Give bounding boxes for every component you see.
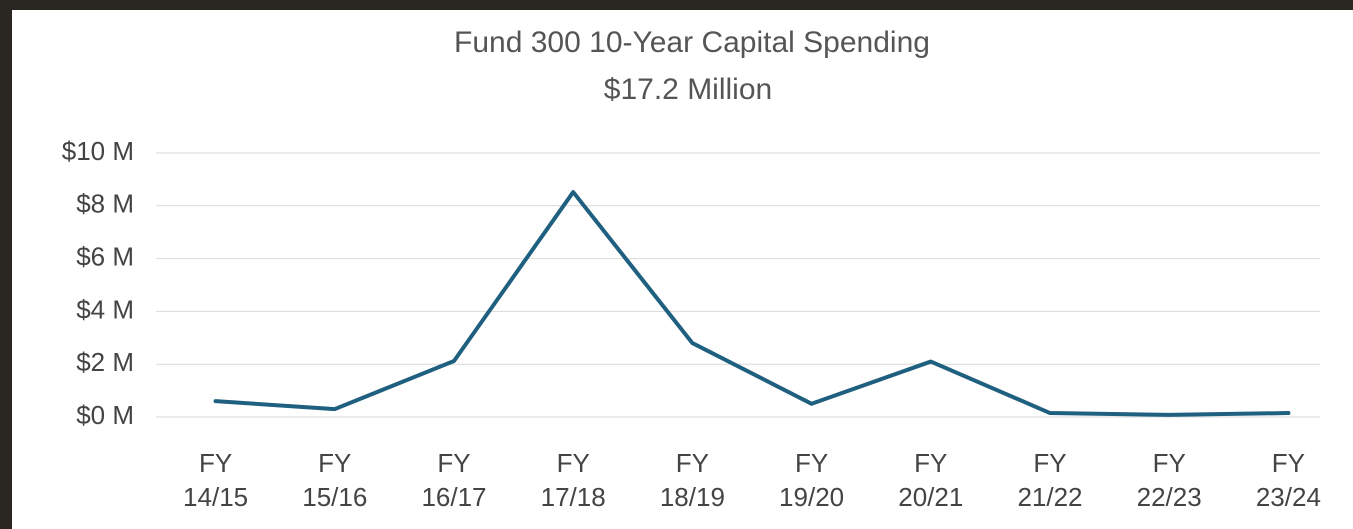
chart-card: Fund 300 10-Year Capital Spending $17.2 … (12, 10, 1353, 529)
x-tick-label: FY 18/19 (659, 448, 725, 512)
chart: Fund 300 10-Year Capital Spending $17.2 … (62, 26, 1320, 430)
y-tick-label: $2 M (76, 347, 134, 377)
y-tick-label: $4 M (76, 294, 134, 324)
x-tick-label: FY 14/15 (183, 448, 249, 512)
x-tick-label: FY 20/21 (898, 448, 964, 512)
y-tick-label: $10 M (62, 136, 134, 166)
x-tick-label: FY 23/24 (1255, 448, 1321, 512)
x-tick-label: FY 19/20 (779, 448, 845, 512)
x-tick-label: FY 15/16 (302, 448, 368, 512)
x-tick-label: FY 21/22 (1017, 448, 1083, 512)
y-tick-label: $6 M (76, 241, 134, 271)
chart-subtitle: $17.2 Million (604, 73, 772, 106)
chart-title: Fund 300 10-Year Capital Spending (454, 26, 930, 59)
y-tick-label: $0 M (76, 400, 134, 430)
y-tick-label: $8 M (76, 189, 134, 219)
x-tick-label: FY 16/17 (421, 448, 487, 512)
x-tick-label: FY 22/23 (1136, 448, 1202, 512)
x-tick-label: FY 17/18 (540, 448, 606, 512)
data-line (213, 190, 1291, 417)
